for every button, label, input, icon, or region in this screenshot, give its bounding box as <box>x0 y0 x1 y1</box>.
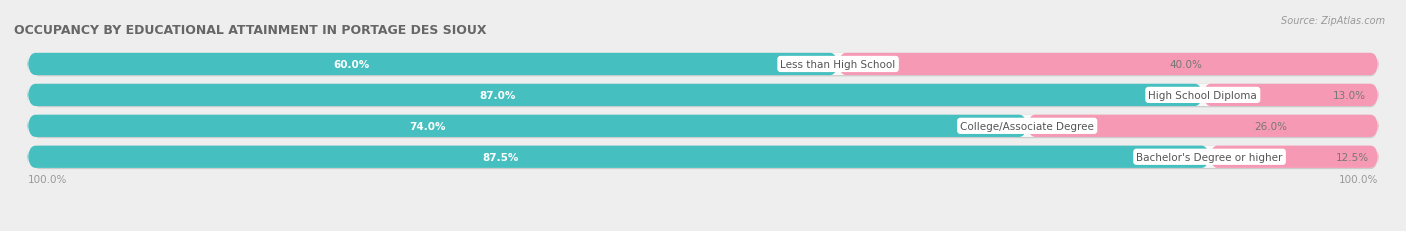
FancyBboxPatch shape <box>28 115 1028 137</box>
Legend: Owner-occupied, Renter-occupied: Owner-occupied, Renter-occupied <box>581 228 825 231</box>
Text: 87.5%: 87.5% <box>482 152 519 162</box>
Text: 13.0%: 13.0% <box>1333 91 1367 100</box>
FancyBboxPatch shape <box>31 146 1378 169</box>
Text: Bachelor's Degree or higher: Bachelor's Degree or higher <box>1136 152 1282 162</box>
Text: 12.5%: 12.5% <box>1336 152 1369 162</box>
Text: College/Associate Degree: College/Associate Degree <box>960 121 1094 131</box>
FancyBboxPatch shape <box>31 84 1378 108</box>
FancyBboxPatch shape <box>31 115 1378 139</box>
Text: 26.0%: 26.0% <box>1254 121 1286 131</box>
Text: 40.0%: 40.0% <box>1168 60 1202 70</box>
FancyBboxPatch shape <box>28 84 1378 106</box>
Text: 100.0%: 100.0% <box>1339 174 1378 184</box>
Text: High School Diploma: High School Diploma <box>1149 91 1257 100</box>
FancyBboxPatch shape <box>28 146 1378 168</box>
Text: 60.0%: 60.0% <box>333 60 370 70</box>
FancyBboxPatch shape <box>28 54 838 76</box>
Text: 74.0%: 74.0% <box>409 121 446 131</box>
FancyBboxPatch shape <box>1028 115 1378 137</box>
FancyBboxPatch shape <box>28 146 1209 168</box>
FancyBboxPatch shape <box>28 115 1378 137</box>
FancyBboxPatch shape <box>1209 146 1378 168</box>
FancyBboxPatch shape <box>28 54 1378 76</box>
Text: 100.0%: 100.0% <box>28 174 67 184</box>
Text: Source: ZipAtlas.com: Source: ZipAtlas.com <box>1281 16 1385 26</box>
Text: 87.0%: 87.0% <box>479 91 516 100</box>
FancyBboxPatch shape <box>838 54 1378 76</box>
FancyBboxPatch shape <box>1202 84 1378 106</box>
Text: Less than High School: Less than High School <box>780 60 896 70</box>
Text: OCCUPANCY BY EDUCATIONAL ATTAINMENT IN PORTAGE DES SIOUX: OCCUPANCY BY EDUCATIONAL ATTAINMENT IN P… <box>14 24 486 37</box>
FancyBboxPatch shape <box>28 84 1202 106</box>
FancyBboxPatch shape <box>31 54 1378 77</box>
